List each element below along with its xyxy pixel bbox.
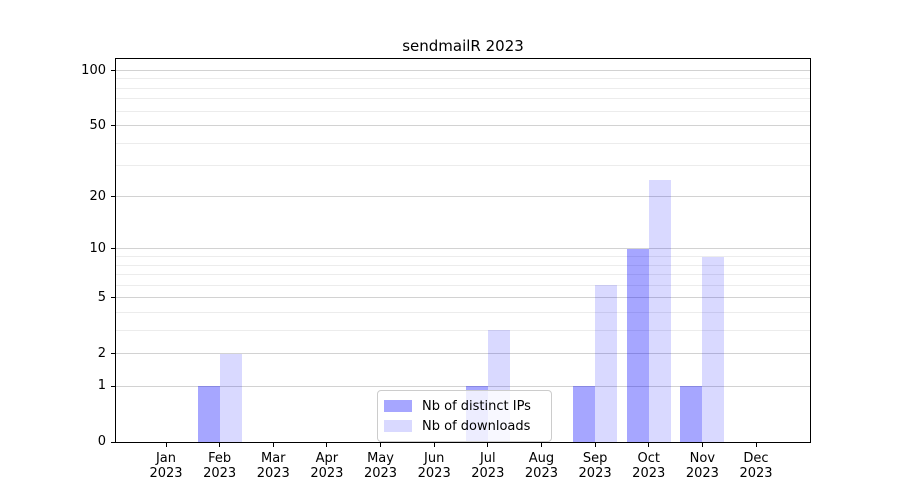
x-tick [326, 443, 328, 447]
y-tick [111, 196, 115, 198]
x-tick [165, 443, 167, 447]
x-tick [540, 443, 542, 447]
bar-nb-of-downloads-sep-2023 [595, 285, 618, 442]
gridline-minor [116, 284, 810, 286]
plot-area-border [115, 58, 811, 443]
bar-nb-of-distinct-ips-sep-2023 [573, 386, 596, 442]
gridline-minor [116, 256, 810, 258]
gridline-major [116, 385, 810, 387]
y-tick [111, 441, 115, 443]
y-tick [111, 70, 115, 72]
bar-nb-of-downloads-nov-2023 [702, 256, 725, 442]
gridline-major [116, 248, 810, 250]
x-tick-label-nov-2023: Nov 2023 [685, 451, 719, 481]
x-tick [755, 443, 757, 447]
gridline-minor [116, 274, 810, 276]
y-tick [111, 248, 115, 250]
gridline-minor [116, 87, 810, 89]
gridline-minor [116, 98, 810, 100]
y-tick [111, 385, 115, 387]
y-tick-label-1: 1 [97, 378, 106, 394]
bar-nb-of-distinct-ips-oct-2023 [626, 248, 649, 442]
x-tick [594, 443, 596, 447]
y-tick-label-20: 20 [89, 188, 106, 204]
y-tick-label-100: 100 [81, 62, 106, 78]
x-tick-label-aug-2023: Aug 2023 [524, 451, 558, 481]
x-tick-label-jan-2023: Jan 2023 [149, 451, 183, 481]
x-tick-label-oct-2023: Oct 2023 [632, 451, 666, 481]
x-tick [380, 443, 382, 447]
x-tick-label-dec-2023: Dec 2023 [739, 451, 773, 481]
gridline-major [116, 196, 810, 198]
gridline-minor [116, 264, 810, 266]
y-tick-label-0: 0 [97, 434, 106, 449]
bar-nb-of-distinct-ips-nov-2023 [680, 386, 703, 442]
legend-item-downloads: Nb of downloads [384, 416, 545, 436]
gridline-minor [116, 78, 810, 80]
y-tick [111, 297, 115, 299]
legend-swatch-distinct-ips [384, 400, 412, 412]
y-tick [111, 125, 115, 127]
gridline-minor [116, 311, 810, 313]
chart-title: sendmailR 2023 [402, 37, 524, 55]
x-tick [648, 443, 650, 447]
x-tick-label-mar-2023: Mar 2023 [256, 451, 290, 481]
gridline-minor [116, 329, 810, 331]
x-tick-label-feb-2023: Feb 2023 [203, 451, 237, 481]
legend: Nb of distinct IPs Nb of downloads [377, 390, 552, 442]
gridline-minor [116, 142, 810, 144]
x-tick-label-apr-2023: Apr 2023 [310, 451, 344, 481]
bar-nb-of-downloads-oct-2023 [648, 179, 671, 442]
bar-nb-of-distinct-ips-feb-2023 [197, 386, 220, 442]
gridline-minor [116, 110, 810, 112]
x-tick-label-jul-2023: Jul 2023 [471, 451, 505, 481]
x-tick [701, 443, 703, 447]
legend-label-distinct-ips: Nb of distinct IPs [422, 398, 531, 414]
legend-label-downloads: Nb of downloads [422, 418, 531, 434]
bar-nb-of-downloads-feb-2023 [219, 353, 242, 442]
y-tick [111, 353, 115, 355]
x-tick-label-sep-2023: Sep 2023 [578, 451, 612, 481]
gridline-major [116, 353, 810, 355]
y-tick-label-2: 2 [97, 345, 106, 361]
gridline-major [116, 70, 810, 72]
gridline-major [116, 297, 810, 299]
legend-item-distinct-ips: Nb of distinct IPs [384, 396, 545, 416]
x-tick [433, 443, 435, 447]
gridline-minor [116, 165, 810, 167]
x-tick [487, 443, 489, 447]
y-tick-label-50: 50 [89, 117, 106, 133]
x-tick [272, 443, 274, 447]
y-tick-label-5: 5 [97, 289, 106, 305]
legend-swatch-downloads [384, 420, 412, 432]
x-tick-label-jun-2023: Jun 2023 [417, 451, 451, 481]
y-tick-label-10: 10 [89, 240, 106, 256]
gridline-major [116, 125, 810, 127]
x-tick-label-may-2023: May 2023 [363, 451, 398, 481]
x-tick [219, 443, 221, 447]
